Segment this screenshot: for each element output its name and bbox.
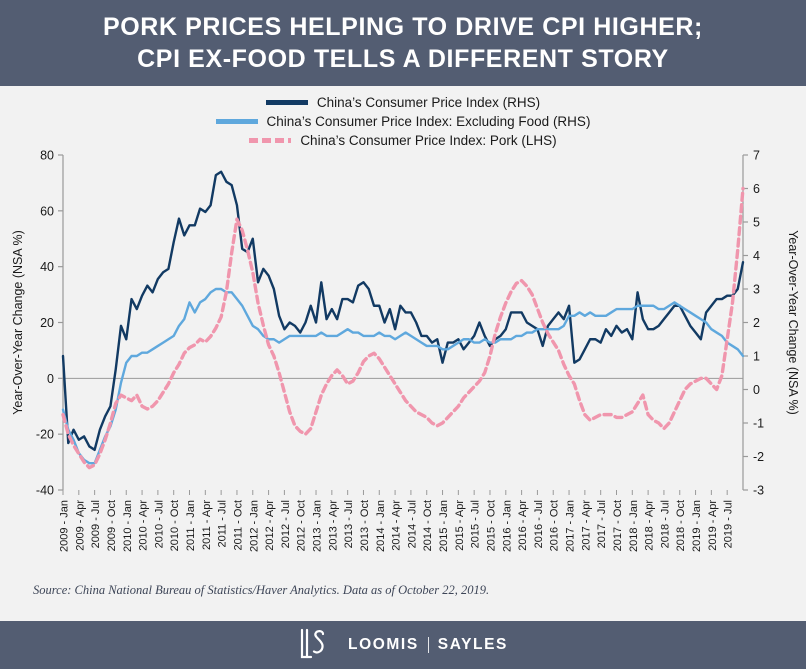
x-axis-tick-label: 2016 - Apr <box>517 500 529 551</box>
legend-swatch-cpi-ex-food-icon <box>215 119 258 124</box>
y-left-tick-label: 40 <box>40 260 54 274</box>
x-axis-tick-label: 2010 - Jan <box>122 500 134 552</box>
logo-word-loomis: LOOMIS <box>348 636 419 653</box>
x-axis-tick-label: 2017 - Apr <box>580 500 592 551</box>
chart-header-banner: PORK PRICES HELPING TO DRIVE CPI HIGHER;… <box>0 0 806 86</box>
logo-divider <box>427 637 429 653</box>
x-axis-tick-label: 2013 - Jul <box>343 500 355 548</box>
y-left-tick-label: 60 <box>40 204 54 218</box>
y-left-tick-label: -40 <box>36 484 54 498</box>
chart-plot-container: -40 -20 0 20 40 60 80 -3 -2 -1 0 1 2 3 4 5 6 7 2009 - Ja… <box>0 145 806 575</box>
series-line-2 <box>61 186 745 470</box>
legend-item-pork: China’s Consumer Price Index: Pork (LHS) <box>249 131 557 150</box>
legend-item-cpi: China’s Consumer Price Index (RHS) <box>265 93 541 112</box>
source-note: Source: China National Bureau of Statist… <box>33 583 490 597</box>
x-axis-tick-label: 2011 - Jan <box>185 500 197 551</box>
chart-legend: China’s Consumer Price Index (RHS) China… <box>0 93 806 150</box>
page-title-line-2: CPI EX-FOOD TELLS A DIFFERENT STORY <box>137 45 669 73</box>
x-axis-tick-label: 2018 - Oct <box>675 500 687 551</box>
x-axis-tick-label: 2018 - Jan <box>628 500 640 552</box>
x-axis-tick-label: 2010 - Jul <box>153 500 165 548</box>
x-axis-tick-label: 2017 - Jan <box>565 500 577 552</box>
legend-label-cpi: China’s Consumer Price Index (RHS) <box>316 95 541 110</box>
logo-wordmark: LOOMIS SAYLES <box>348 636 508 654</box>
x-axis-tick-label: 2018 - Apr <box>644 500 656 551</box>
legend-label-cpi-ex-food: China’s Consumer Price Index: Excluding … <box>266 114 591 129</box>
x-axis-labels: 2009 - Jan 2009 - Apr 2009 - Jul 2009 - Oct… <box>59 500 735 552</box>
x-axis-tick-label: 2013 - Jan <box>312 500 324 552</box>
logo-word-sayles: SAYLES <box>437 636 508 653</box>
x-axis-tick-label: 2011 - Jul <box>217 500 229 548</box>
series-lines <box>61 170 745 470</box>
y-right-tick-label: 3 <box>753 283 760 297</box>
x-axis-tick-label: 2012 - Jan <box>248 500 260 552</box>
axis-titles: Year-Over-Year Change (NSA %) Year-Over-Y… <box>11 230 800 415</box>
y-axis-right-title: Year-Over-Year Change (NSA %) <box>786 230 800 415</box>
x-axis-tick-label: 2015 - Apr <box>454 500 466 551</box>
legend-swatch-pork-icon <box>249 138 292 143</box>
y-right-tick-label: 4 <box>753 249 760 263</box>
x-axis-tick-label: 2009 - Jan <box>59 500 71 552</box>
x-axis-tick-label: 2009 - Apr <box>74 500 86 551</box>
x-axis-tick-label: 2013 - Apr <box>327 500 339 551</box>
legend-swatch-cpi-icon <box>265 100 308 105</box>
y-right-tick-label: 1 <box>753 350 760 364</box>
x-axis-tick-label: 2015 - Jan <box>438 500 450 552</box>
x-axis-tick-label: 2011 - Oct <box>232 500 244 551</box>
y-right-tick-label: 5 <box>753 216 760 230</box>
x-axis-tick-label: 2016 - Jan <box>501 500 513 552</box>
y-right-tick-label: -1 <box>753 417 764 431</box>
x-axis-tick-label: 2019 - Jan <box>691 500 703 552</box>
page-title-line-1: PORK PRICES HELPING TO DRIVE CPI HIGHER; <box>102 13 703 41</box>
x-axis-tick-label: 2010 - Apr <box>138 500 150 551</box>
series-line-1 <box>61 287 745 465</box>
y-right-tick-label: -2 <box>753 450 764 464</box>
x-axis-tick-label: 2014 - Jan <box>375 500 387 552</box>
x-axis-tick-label: 2012 - Jul <box>280 500 292 548</box>
y-right-tick-label: -3 <box>753 484 764 498</box>
x-axis-tick-label: 2014 - Jul <box>406 500 418 548</box>
line-chart: -40 -20 0 20 40 60 80 -3 -2 -1 0 1 2 3 4 5 6 7 2009 - Ja… <box>11 149 800 552</box>
x-axis-tick-label: 2019 - Apr <box>707 500 719 551</box>
y-left-tick-label: -20 <box>36 428 54 442</box>
x-axis-tick-label: 2012 - Apr <box>264 500 276 551</box>
footer-banner: LOOMIS SAYLES <box>0 621 806 669</box>
y-axis-right: -3 -2 -1 0 1 2 3 4 5 6 7 <box>742 149 764 498</box>
x-axis-tick-label: 2016 - Oct <box>549 500 561 551</box>
x-axis-tick-label: 2012 - Oct <box>296 500 308 551</box>
y-right-tick-label: 2 <box>753 316 760 330</box>
y-right-tick-label: 6 <box>753 182 760 196</box>
x-axis-tick-label: 2014 - Oct <box>422 500 434 551</box>
y-left-tick-label: 20 <box>40 316 54 330</box>
legend-item-cpi-ex-food: China’s Consumer Price Index: Excluding … <box>215 112 591 131</box>
x-axis-tick-label: 2018 - Jul <box>659 500 671 548</box>
x-axis-tick-label: 2016 - Jul <box>533 500 545 548</box>
y-axis-left: -40 -20 0 20 40 60 80 <box>36 149 64 498</box>
x-axis-ticks <box>62 490 728 495</box>
series-line-0 <box>61 170 745 451</box>
x-axis-tick-label: 2017 - Jul <box>596 500 608 548</box>
x-axis-tick-label: 2015 - Oct <box>485 500 497 551</box>
x-axis-tick-label: 2013 - Oct <box>359 500 371 551</box>
x-axis-tick-label: 2009 - Oct <box>106 500 118 551</box>
x-axis-tick-label: 2015 - Jul <box>470 500 482 548</box>
x-axis-tick-label: 2011 - Apr <box>201 500 213 550</box>
ls-monogram-icon <box>300 628 325 659</box>
legend-label-pork: China’s Consumer Price Index: Pork (LHS) <box>300 133 557 148</box>
x-axis-tick-label: 2010 - Oct <box>169 500 181 551</box>
y-axis-left-title: Year-Over-Year Change (NSA %) <box>11 230 25 415</box>
loomis-sayles-logo: LOOMIS SAYLES <box>298 627 508 663</box>
x-axis-tick-label: 2014 - Apr <box>391 500 403 551</box>
y-right-tick-label: 0 <box>753 383 760 397</box>
x-axis-tick-label: 2017 - Oct <box>612 500 624 551</box>
x-axis-tick-label: 2019 - Jul <box>723 500 735 548</box>
y-left-tick-label: 80 <box>40 149 54 163</box>
y-left-tick-label: 0 <box>47 372 54 386</box>
x-axis-tick-label: 2009 - Jul <box>90 500 102 548</box>
y-right-tick-label: 7 <box>753 149 760 163</box>
